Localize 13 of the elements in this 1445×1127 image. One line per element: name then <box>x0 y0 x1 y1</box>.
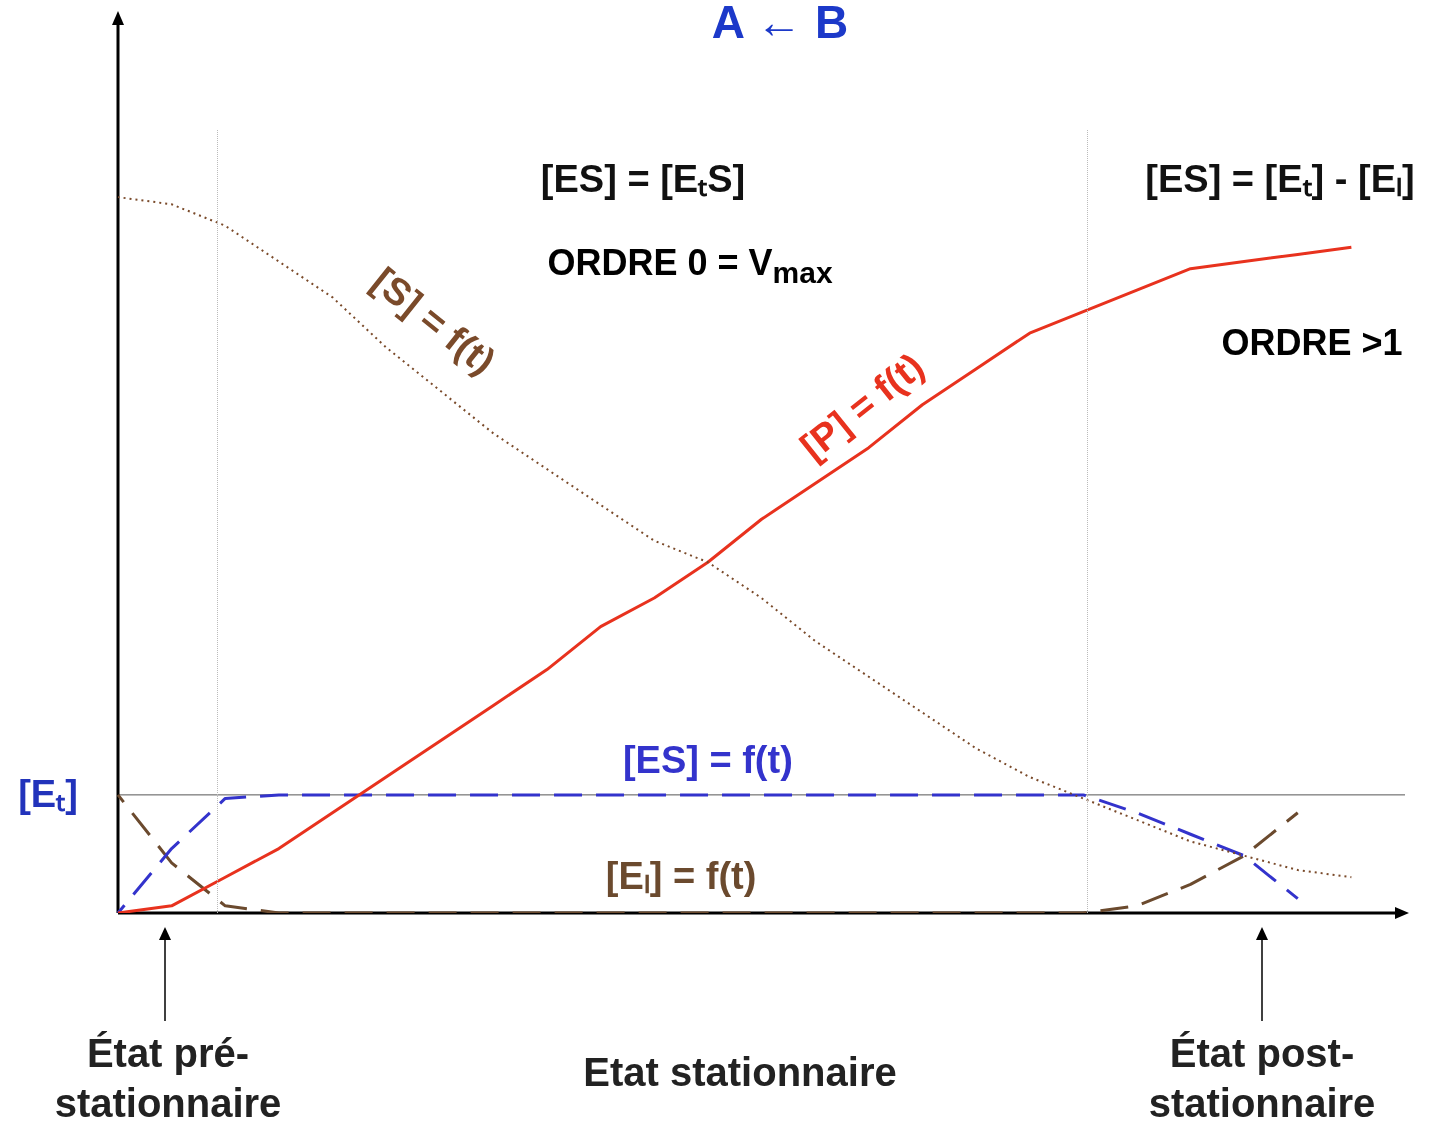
series-label: [Eₗ] = f(t) <box>605 855 757 898</box>
text: État post-stationnaire <box>1147 1030 1377 1127</box>
chart-title: A ← B <box>711 0 849 49</box>
text: [P] = f(t) <box>792 344 932 468</box>
text: [S] = f(t) <box>364 259 504 383</box>
text: État pré-stationnaire <box>53 1030 283 1127</box>
annotation: [ES] = [EₜS] <box>540 157 746 203</box>
ref-line-label: [Eₜ] <box>18 773 78 816</box>
annotation: [ES] = [Eₜ] - [Eₗ] <box>1145 157 1415 203</box>
text: Etat stationnaire <box>583 1049 897 1096</box>
series-label: [ES] = f(t) <box>622 739 793 782</box>
annotation: ORDRE >1 <box>1221 320 1403 365</box>
annotation: ORDRE 0 = V$_{max}$ <box>547 241 833 292</box>
